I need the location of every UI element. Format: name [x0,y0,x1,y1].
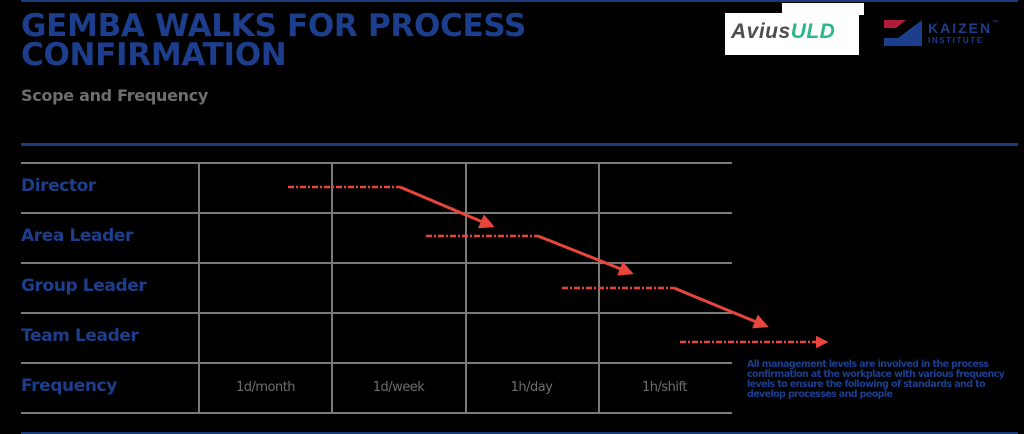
column-divider-1 [198,162,200,412]
grid-row-team-leader: Team Leader [21,312,732,362]
subtitle: Scope and Frequency [21,86,209,105]
row-label-area-leader: Area Leader [21,226,133,246]
row-label-frequency: Frequency [21,376,117,396]
avius-logo-part2: ULD [790,20,836,43]
explanatory-note: All management levels are involved in th… [747,359,1005,400]
title-line-1: GEMBA WALKS FOR PROCESS [21,8,526,44]
kaizen-logo-name: KAIZEN™ [928,20,1002,36]
row-label-director: Director [21,176,96,196]
row-label-team-leader: Team Leader [21,326,139,346]
page-title: GEMBA WALKS FOR PROCESS CONFIRMATION [21,8,526,73]
kaizen-mark-icon [884,20,922,46]
frequency-cell-shift: 1h/shift [642,380,687,395]
avius-logo-backdrop [782,3,864,15]
column-divider-2 [331,162,333,412]
avius-uld-logo: AviusULD [725,13,859,55]
frequency-cell-week: 1d/week [372,380,425,395]
frequency-cell-month: 1d/month [235,380,296,395]
row-label-group-leader: Group Leader [21,276,147,296]
avius-logo-part1: Avius [731,20,791,43]
arrow-group-leader [562,286,769,329]
frequency-cell-day: 1h/day [510,380,553,395]
grid-row-group-leader: Group Leader [21,262,732,312]
grid-row-area-leader: Area Leader [21,212,732,262]
bottom-rule [21,432,1018,434]
scope-frequency-grid: Director Area Leader Group Leader Team L… [21,162,732,414]
column-divider-3 [465,162,467,412]
top-rule [21,0,1018,2]
header-divider [21,143,1018,146]
arrow-area-leader [426,234,634,276]
title-line-2: CONFIRMATION [21,37,287,73]
grid-row-frequency: Frequency 1d/month 1d/week 1h/day 1h/shi… [21,362,732,414]
arrow-director [288,185,495,229]
grid-row-director: Director [21,162,732,212]
kaizen-logo-sub: INSTITUTE [928,36,984,45]
avius-logo-text: AviusULD [731,20,835,44]
